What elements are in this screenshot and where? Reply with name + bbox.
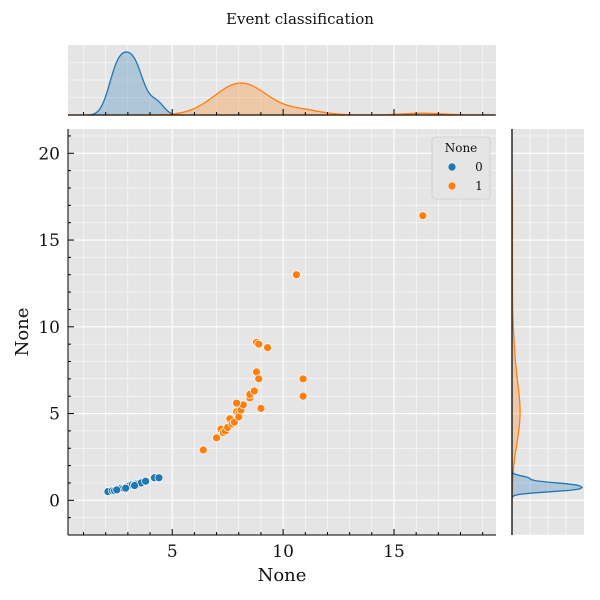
right-marginal-grid bbox=[512, 129, 584, 536]
right-marginal bbox=[511, 129, 584, 536]
point-series-1 bbox=[254, 339, 264, 349]
y-tick-label: 5 bbox=[49, 405, 60, 425]
top-marginal-grid bbox=[68, 45, 496, 115]
scatter-points bbox=[103, 211, 428, 496]
point-series-1 bbox=[263, 343, 272, 352]
point-series-0 bbox=[141, 476, 150, 486]
chart-title: Event classification bbox=[226, 10, 374, 28]
main-grid bbox=[68, 129, 496, 536]
point-series-0 bbox=[154, 473, 164, 483]
point-series-0 bbox=[130, 481, 139, 490]
y-axis-label: None bbox=[12, 308, 33, 357]
y-tick-label: 10 bbox=[38, 318, 60, 338]
x-ticks: 5 10 15 bbox=[83, 109, 484, 562]
top-marginal bbox=[68, 45, 496, 116]
main-panel-bg bbox=[68, 129, 496, 535]
y-tick-label: 15 bbox=[38, 231, 60, 251]
point-series-1 bbox=[212, 433, 221, 443]
point-series-1 bbox=[298, 391, 308, 401]
point-series-1 bbox=[254, 374, 264, 384]
legend-title: None bbox=[445, 141, 478, 155]
point-series-1 bbox=[232, 398, 241, 408]
y-tick-label: 0 bbox=[49, 491, 60, 511]
legend-label-0: 0 bbox=[475, 160, 483, 174]
legend-label-1: 1 bbox=[475, 179, 483, 193]
x-tick-label: 10 bbox=[272, 542, 294, 562]
legend-box bbox=[431, 136, 491, 200]
point-series-1 bbox=[249, 386, 259, 396]
legend: None 0 1 bbox=[431, 136, 491, 200]
x-axis-label: None bbox=[258, 565, 307, 586]
legend-marker-0 bbox=[447, 162, 457, 172]
point-series-0 bbox=[112, 485, 122, 495]
legend-marker-1 bbox=[447, 181, 457, 191]
point-series-1 bbox=[298, 374, 308, 384]
point-series-1 bbox=[256, 403, 266, 413]
x-tick-label: 5 bbox=[167, 542, 178, 562]
point-series-1 bbox=[198, 445, 208, 455]
x-tick-label: 15 bbox=[383, 542, 405, 562]
point-series-1 bbox=[292, 270, 301, 280]
point-series-1 bbox=[418, 211, 428, 221]
point-series-0 bbox=[121, 483, 131, 493]
y-tick-label: 20 bbox=[38, 144, 60, 164]
